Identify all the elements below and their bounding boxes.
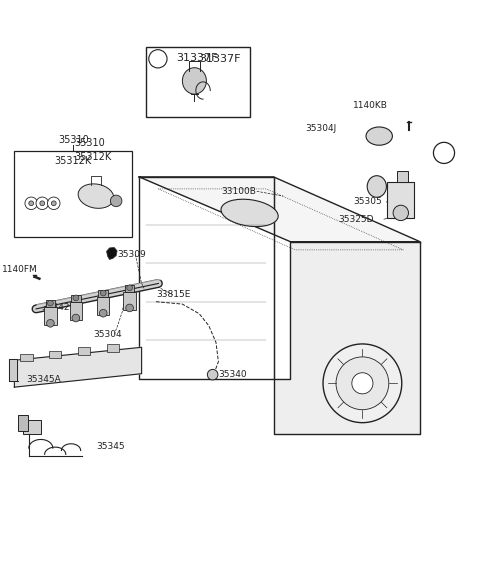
Text: 35345: 35345 [96,442,125,451]
Circle shape [100,290,106,296]
Circle shape [99,310,107,317]
Ellipse shape [221,199,278,227]
Ellipse shape [367,176,386,197]
Circle shape [51,201,56,206]
Bar [46,300,55,307]
Circle shape [207,370,218,380]
Text: 35325D: 35325D [338,215,374,224]
Text: 31337F: 31337F [176,53,217,63]
Ellipse shape [366,127,393,145]
Circle shape [47,319,54,327]
Text: 35345A: 35345A [26,375,61,384]
Circle shape [48,300,53,306]
Text: 35304: 35304 [94,330,122,339]
Text: 35340: 35340 [218,370,247,379]
Bar [70,302,82,320]
Bar [123,292,136,310]
Ellipse shape [182,68,206,94]
Circle shape [352,373,373,394]
Bar [18,415,28,431]
Text: 35309: 35309 [118,250,146,259]
Polygon shape [14,347,142,387]
Bar [23,420,41,434]
Text: a: a [441,148,447,158]
Circle shape [127,285,132,290]
Bar [14,150,132,237]
Bar [387,182,414,218]
Text: 35312K: 35312K [55,156,92,166]
Text: 35312K: 35312K [74,152,112,162]
Text: a: a [155,54,161,63]
Bar [98,290,108,297]
Bar [71,295,81,302]
Circle shape [126,304,133,312]
Circle shape [48,197,60,210]
Circle shape [25,197,37,210]
Bar [397,171,408,182]
Text: 35304J: 35304J [305,124,336,133]
Circle shape [149,50,167,68]
Circle shape [73,295,79,301]
Polygon shape [139,177,420,242]
Circle shape [336,357,389,410]
Text: 35310: 35310 [74,138,105,148]
Circle shape [323,344,402,423]
Polygon shape [9,359,17,381]
Polygon shape [107,247,117,259]
Bar [49,351,61,358]
Bar [78,347,90,355]
Bar [107,345,119,352]
Text: 1140FM: 1140FM [2,264,38,273]
Ellipse shape [78,184,114,208]
Text: 35305: 35305 [353,197,382,206]
Circle shape [36,197,48,210]
Circle shape [72,314,80,322]
Text: 31337F: 31337F [199,54,240,64]
Bar [125,285,134,292]
Circle shape [29,201,34,206]
Circle shape [433,142,455,163]
Circle shape [40,201,45,206]
Text: 33815E: 33815E [156,290,191,299]
Text: 35310: 35310 [58,135,89,145]
Circle shape [110,195,122,207]
Text: 35342: 35342 [41,303,69,312]
Bar [146,47,250,117]
Polygon shape [274,242,420,434]
Circle shape [393,205,408,220]
Bar [97,297,109,315]
Bar [44,307,57,325]
Text: 33100B: 33100B [221,187,256,196]
Text: 1140KB: 1140KB [353,101,388,110]
Bar [20,354,33,361]
